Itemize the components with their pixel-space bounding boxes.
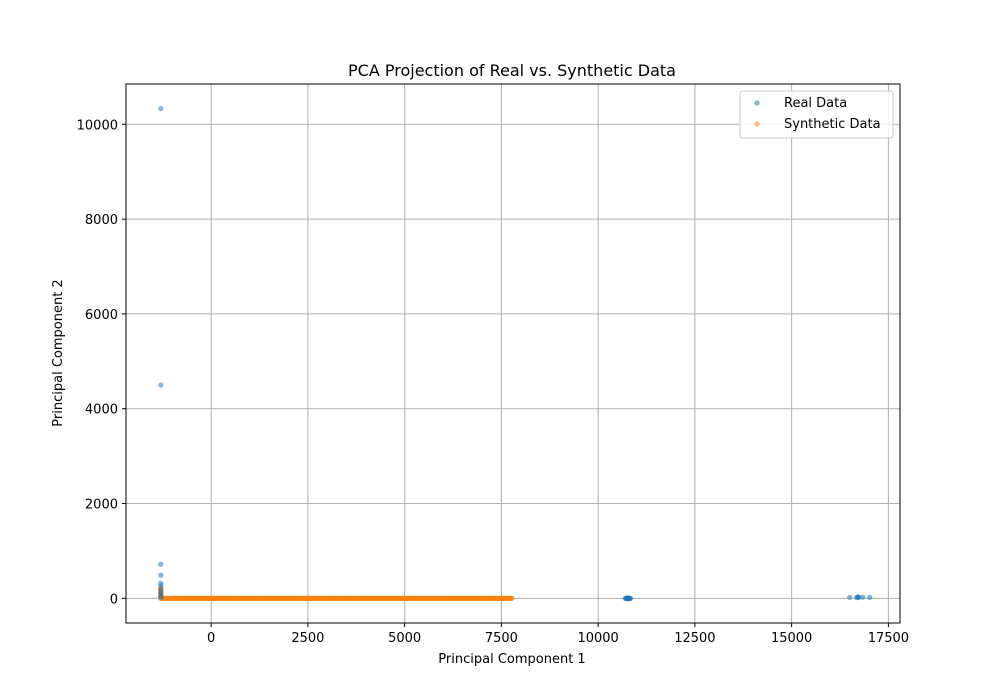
x-tick-label: 15000 [771,631,812,646]
real-data-point [158,594,164,601]
x-tick-label: 5000 [388,631,421,646]
real-data-point [860,594,866,600]
real-data-point [847,594,853,601]
real-data-point [158,572,164,578]
x-tick-label: 17500 [868,631,909,646]
x-tick-label: 7500 [485,631,518,646]
x-tick-label: 10000 [577,631,618,646]
y-tick-label: 4000 [85,403,118,418]
x-axis-ticks: 0 2500 5000 7500 10000 12500 15000 17500 [207,623,909,646]
synthetic-data-point [509,595,515,601]
plot-frame [125,83,901,624]
x-tick-label: 12500 [674,631,715,646]
scatter-points [158,106,873,602]
y-tick-label: 8000 [85,213,118,228]
real-data-point [158,106,164,112]
real-data-point [867,594,873,601]
y-tick-label: 2000 [85,498,118,513]
real-data-point [854,595,860,601]
y-tick-label: 10000 [77,118,118,133]
chart-title: PCA Projection of Real vs. Synthetic Dat… [348,61,676,80]
real-data-point [158,582,164,589]
legend: Real Data Synthetic Data [739,90,894,139]
real-data-point [158,561,164,567]
y-tick-label: 0 [110,592,118,607]
y-tick-label: 6000 [85,308,118,323]
legend-synthetic-data-label: Synthetic Data [784,117,881,132]
real-data-point [158,382,164,388]
plot-background [126,84,900,623]
x-tick-label: 0 [207,631,215,646]
y-axis-label: Principal Component 2 [51,279,66,426]
legend-synthetic-data-marker [754,121,760,127]
x-axis-label: Principal Component 1 [438,652,585,667]
x-tick-label: 2500 [291,631,324,646]
y-axis-ticks: 0 2000 4000 6000 8000 10000 [77,118,126,607]
legend-box [739,90,894,139]
legend-real-data-marker [754,100,760,106]
legend-real-data-label: Real Data [784,96,847,111]
real-data-point [624,596,631,602]
